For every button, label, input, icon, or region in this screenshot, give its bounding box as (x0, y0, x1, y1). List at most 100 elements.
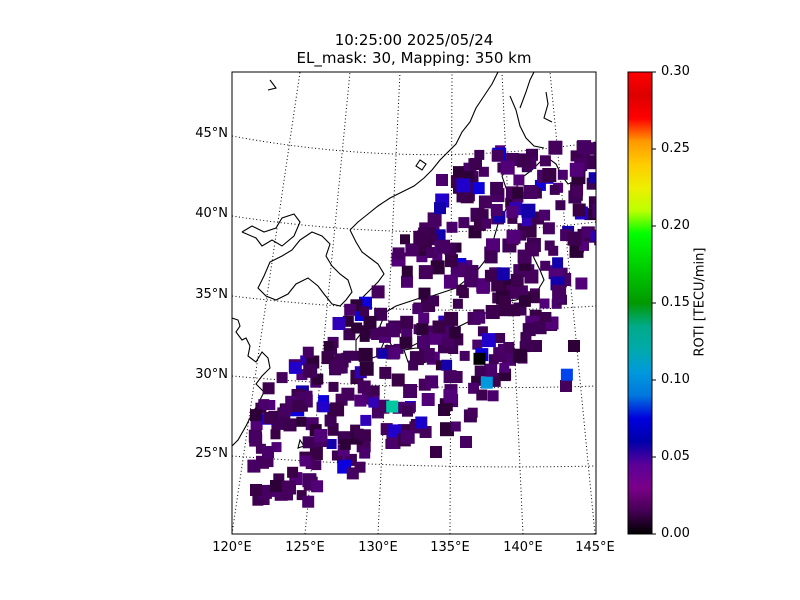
roti-cell (443, 370, 457, 384)
roti-cell (443, 389, 458, 404)
roti-cell (357, 380, 371, 394)
meridian-line (232, 72, 301, 534)
roti-cell (296, 416, 307, 427)
roti-cell (271, 442, 282, 453)
roti-cell (332, 317, 346, 330)
roti-cell (448, 344, 459, 354)
roti-cell (318, 401, 330, 413)
roti-cell (270, 480, 282, 492)
roti-cell (427, 212, 442, 227)
roti-cell (552, 284, 567, 299)
colorbar-title: ROTI [TECU/min] (692, 247, 708, 357)
roti-cell (331, 450, 342, 461)
roti-cell (354, 394, 367, 407)
roti-cell (328, 381, 339, 392)
roti-cell (281, 404, 292, 415)
parallel-line (232, 455, 596, 468)
roti-cell (255, 443, 266, 454)
roti-cell (425, 375, 439, 389)
roti-cell (292, 400, 304, 412)
roti-cell (459, 350, 470, 361)
roti-cell (476, 389, 488, 401)
roti-cell (309, 447, 323, 460)
roti-cell (491, 279, 504, 292)
roti-cell (506, 205, 519, 218)
roti-cell (401, 265, 413, 277)
roti-cell (472, 339, 483, 350)
roti-cell (377, 348, 388, 359)
roti-cell (300, 355, 311, 366)
roti-cell (548, 245, 559, 256)
roti-cell (412, 304, 423, 315)
roti-cell (402, 405, 413, 417)
roti-cell (548, 265, 563, 280)
roti-cell (270, 429, 281, 440)
roti-cell (418, 265, 433, 280)
parallel-line (232, 135, 596, 156)
roti-cell (360, 414, 372, 426)
roti-cell (389, 347, 401, 359)
roti-cell (471, 375, 482, 386)
colorbar-tick-label: 0.20 (661, 218, 690, 233)
roti-cell (523, 185, 538, 199)
roti-cell (375, 399, 390, 414)
roti-cell (312, 373, 324, 385)
roti-cell (481, 333, 496, 348)
roti-cell (440, 422, 454, 437)
roti-cell (330, 402, 345, 417)
roti-cell (577, 140, 592, 155)
roti-cell (401, 276, 412, 287)
roti-cell (548, 140, 563, 155)
roti-cell (359, 331, 370, 342)
roti-cell (590, 231, 596, 242)
roti-cell (498, 343, 508, 354)
roti-cell (539, 298, 550, 309)
roti-cell (521, 203, 536, 218)
roti-cell (247, 459, 261, 473)
map-title-line-1: 10:25:00 2025/05/24 (334, 31, 494, 49)
roti-cell (434, 202, 446, 215)
roti-cell (435, 360, 446, 371)
roti-cell (456, 178, 471, 193)
roti-cell (419, 426, 432, 438)
roti-cell (569, 162, 584, 177)
meridian-line (449, 72, 453, 534)
roti-cell (467, 407, 478, 418)
roti-cell (330, 359, 345, 374)
roti-cell (530, 340, 542, 352)
roti-cell (408, 360, 419, 371)
roti-cell (588, 196, 596, 209)
roti-cell (303, 363, 318, 378)
roti-cell (432, 253, 443, 264)
roti-cell (413, 230, 428, 245)
roti-cell (443, 274, 458, 289)
roti-cell (441, 359, 453, 371)
lat-tick-label: 45°N (195, 126, 228, 141)
meridian-line (377, 72, 401, 534)
roti-cell (250, 432, 262, 444)
lon-tick-label: 120°E (212, 540, 252, 555)
roti-cell (450, 421, 461, 432)
roti-highlight-cell (480, 376, 493, 389)
roti-cell (358, 347, 373, 362)
roti-cell (400, 315, 414, 329)
roti-cell (421, 393, 435, 406)
roti-cell (490, 181, 504, 195)
roti-cell (592, 203, 596, 218)
roti-cell (326, 439, 337, 449)
roti-cell (252, 494, 264, 506)
roti-cell (495, 333, 506, 343)
roti-cell (472, 182, 485, 195)
roti-cell (419, 222, 430, 233)
roti-cell (359, 361, 374, 376)
roti-highlight-cell (386, 400, 399, 413)
roti-cell (314, 429, 328, 442)
roti-cell (299, 455, 311, 467)
roti-cell (476, 209, 489, 222)
roti-cell (478, 195, 492, 209)
roti-cell (328, 425, 338, 436)
roti-cell (544, 240, 555, 251)
roti-cell (426, 226, 437, 237)
roti-cell (443, 337, 454, 348)
